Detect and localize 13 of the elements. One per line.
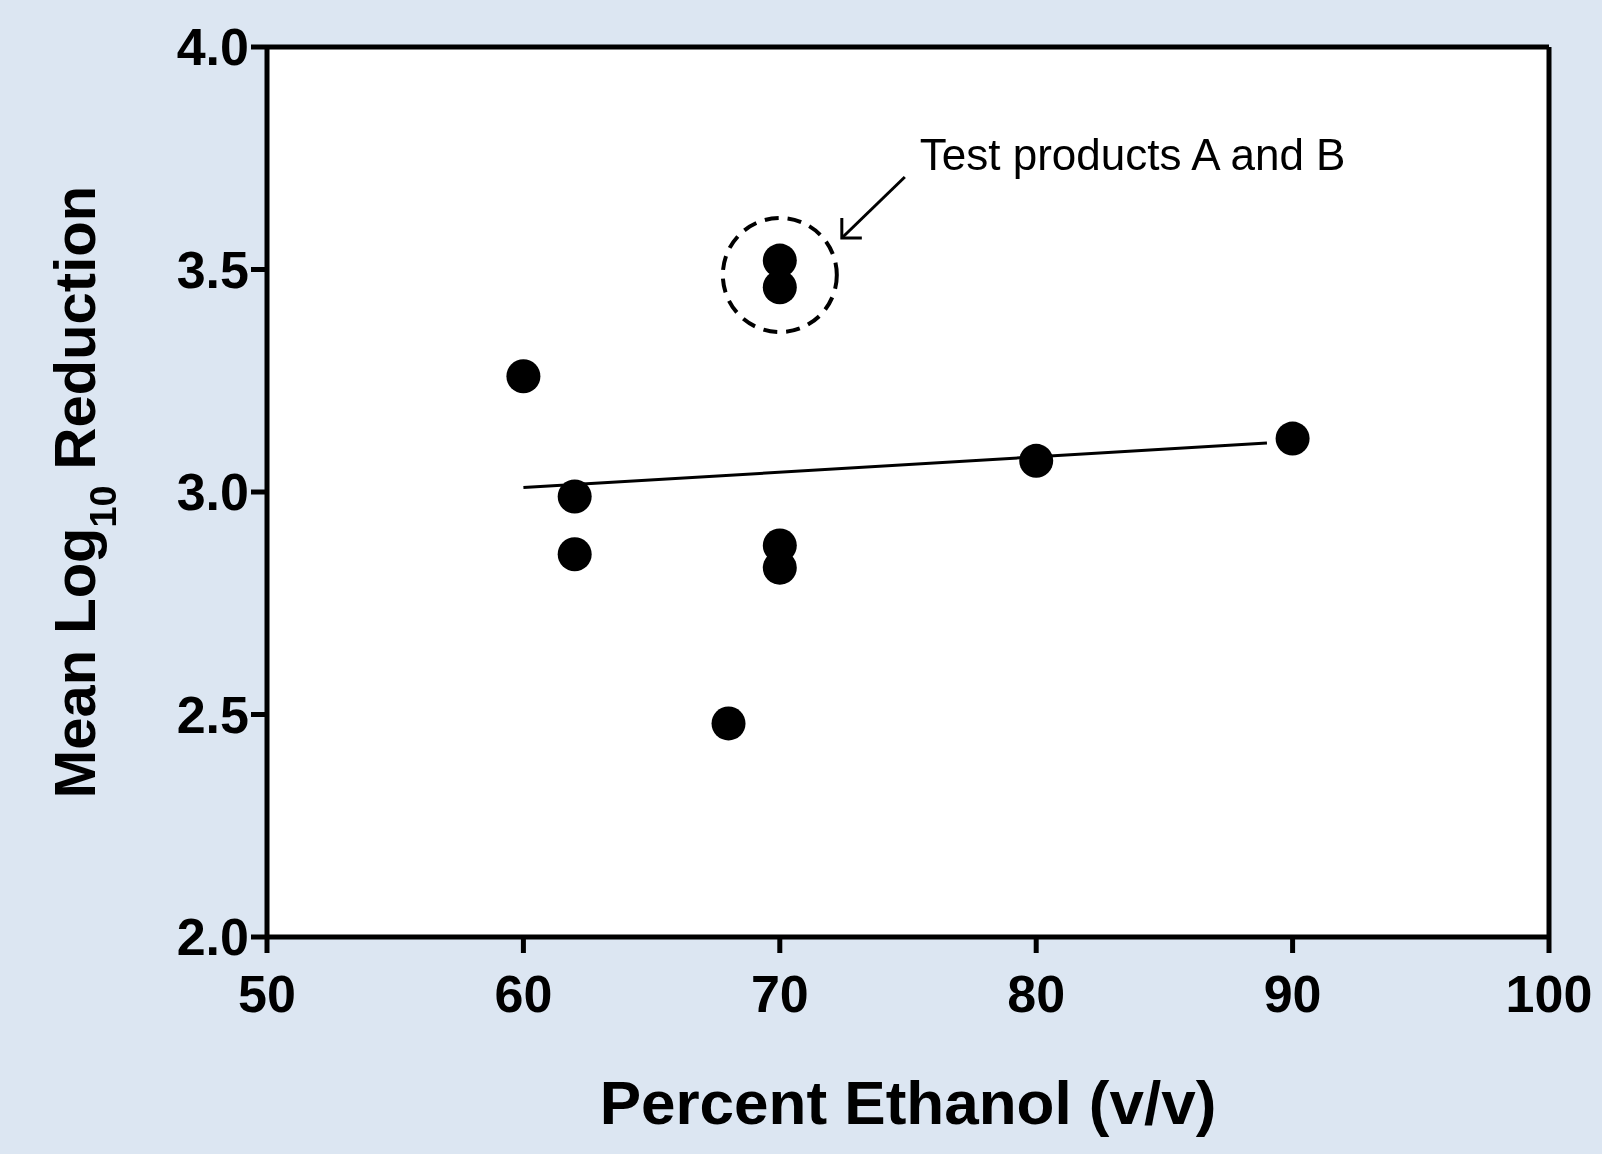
- annotation: Test products A and B: [919, 130, 1346, 179]
- y-tick-label: 3.0: [176, 463, 249, 522]
- x-tick-label: 60: [494, 964, 553, 1023]
- y-tick-label: 2.5: [176, 685, 249, 744]
- y-tick-label: 3.5: [176, 240, 249, 299]
- x-tick-label: 50: [238, 964, 296, 1023]
- y-tick-label: 4.0: [176, 18, 249, 77]
- x-tick-label: 80: [1007, 964, 1066, 1023]
- x-axis-title: Percent Ethanol (v/v): [599, 1068, 1217, 1137]
- x-tick-label: 90: [1263, 964, 1322, 1023]
- y-tick-label: 2.0: [176, 908, 249, 967]
- x-tick-label: 100: [1505, 964, 1593, 1023]
- x-tick-label: 70: [750, 964, 809, 1023]
